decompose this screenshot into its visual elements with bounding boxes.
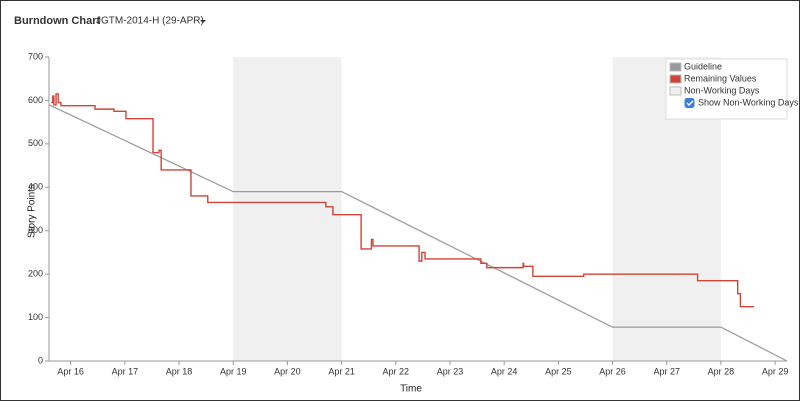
x-tick-label: Apr 18	[166, 366, 193, 376]
series-line	[51, 93, 754, 308]
checkbox[interactable]	[684, 98, 695, 108]
y-tick-label: 100	[28, 312, 43, 322]
y-axis-label: Story Points	[27, 184, 38, 238]
x-tick-label: Apr 24	[491, 366, 518, 376]
y-tick-label: 600	[28, 95, 43, 105]
legend-swatch	[669, 74, 682, 84]
checkmark[interactable]	[686, 100, 694, 106]
y-tick-label: 500	[28, 138, 43, 148]
legend-box	[665, 58, 788, 120]
x-tick-label: Apr 20	[274, 366, 301, 376]
y-tick-label: 200	[28, 269, 43, 279]
board-name[interactable]: JGTM-2014-H (29-APR)	[96, 16, 204, 27]
x-tick-label: Apr 23	[437, 366, 464, 376]
y-tick-label: 300	[28, 225, 43, 235]
y-tick-label: 700	[28, 51, 43, 61]
chart-title: Burndown Chart	[14, 15, 100, 27]
axes: 0 100 200 300 400 500 600 700 Apr 16 Apr 17 Apr 18…	[28, 51, 788, 376]
legend-swatch	[669, 86, 682, 96]
show-non-working-checkbox[interactable]	[684, 98, 695, 108]
non-working-span	[233, 57, 342, 361]
non-working-layer	[233, 57, 721, 361]
dropdown-caret[interactable]	[200, 20, 206, 23]
legend-swatch	[669, 62, 682, 72]
x-tick-label: Apr 21	[328, 366, 355, 376]
x-tick-label: Apr 16	[57, 366, 84, 376]
y-tick-label: 0	[38, 355, 43, 365]
legend: Guideline Remaining Values Non-Working Day…	[665, 58, 799, 120]
x-tick-label: Apr 19	[220, 366, 247, 376]
toggle-label[interactable]: Show Non-Working Days	[698, 97, 799, 107]
legend-label: Remaining Values	[684, 73, 757, 83]
x-tick-label: Apr 26	[599, 366, 626, 376]
board-selector[interactable]: JGTM-2014-H (29-APR)	[96, 16, 206, 27]
x-axis-label: Time	[400, 384, 422, 395]
x-tick-label: Apr 27	[653, 366, 680, 376]
x-tick-label: Apr 25	[545, 366, 572, 376]
x-tick-label: Apr 22	[383, 366, 410, 376]
x-tick-label: Apr 28	[708, 366, 735, 376]
legend-label: Guideline	[684, 61, 722, 71]
x-tick-label: Apr 29	[762, 366, 789, 376]
legend-label: Non-Working Days	[684, 85, 760, 95]
x-tick-label: Apr 17	[112, 366, 139, 376]
y-tick-label: 400	[28, 182, 43, 192]
lines	[48, 93, 788, 362]
